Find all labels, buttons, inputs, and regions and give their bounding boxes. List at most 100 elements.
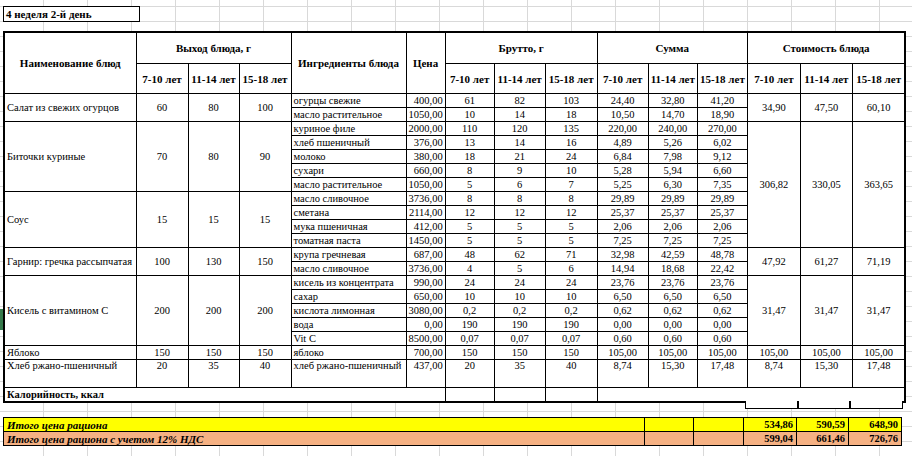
cell-sum-age-2[interactable]: 5,26	[648, 136, 697, 150]
cell-gross-age-3[interactable]: 18	[545, 108, 597, 122]
cell-gross-age-3[interactable]: 8	[545, 192, 597, 206]
cell-gross-age-3[interactable]: 6	[545, 262, 597, 276]
cell-sum-age-2[interactable]: 32,80	[648, 94, 697, 108]
cell-gross-age-3[interactable]: 5	[545, 234, 597, 248]
cell-sum-age-2[interactable]: 7,98	[648, 150, 697, 164]
cell-cost-age-1[interactable]: 306,82	[747, 122, 800, 248]
cell-ingredient[interactable]: кисель из концентрата	[291, 276, 406, 290]
header-gross[interactable]: Брутто, г	[445, 32, 597, 64]
cell-gross-age-2[interactable]: 0,07	[494, 332, 545, 346]
cell-cost-age-2[interactable]: 47,50	[800, 94, 852, 122]
cell-output-age-1[interactable]: 70	[136, 122, 188, 192]
cell-ingredient[interactable]: масло сливочное	[291, 262, 406, 276]
header-gross-age-2[interactable]: 11-14 лет	[494, 64, 545, 94]
empty-cell[interactable]	[645, 432, 694, 446]
header-ingredients[interactable]: Ингредиенты блюда	[291, 32, 406, 94]
cell-gross-age-3[interactable]: 40	[545, 360, 597, 388]
cell-sum-age-1[interactable]: 7,25	[597, 234, 648, 248]
cell-cost-age-2[interactable]: 105,00	[800, 346, 852, 360]
cell-sum-age-2[interactable]: 7,25	[648, 234, 697, 248]
header-output-age-1[interactable]: 7-10 лет	[136, 64, 188, 94]
cell-output-age-1[interactable]: 200	[136, 276, 188, 346]
empty-cell[interactable]	[694, 432, 744, 446]
cell-gross-age-3[interactable]: 7	[545, 178, 597, 192]
cell-sum-age-3[interactable]: 18,90	[697, 108, 747, 122]
cell-gross-age-2[interactable]: 82	[494, 94, 545, 108]
cell-gross-age-3[interactable]: 16	[545, 136, 597, 150]
cell-cost-age-2[interactable]: 31,47	[800, 276, 852, 346]
cell-gross-age-3[interactable]: 71	[545, 248, 597, 262]
total-value-cell[interactable]: 599,04	[744, 432, 797, 446]
cell-cost-age-2[interactable]: 15,30	[800, 360, 852, 388]
cell-gross-age-3[interactable]: 150	[545, 346, 597, 360]
cell-sum-age-2[interactable]: 18,68	[648, 262, 697, 276]
cell-price[interactable]: 380,00	[406, 150, 445, 164]
cell-cost-age-1[interactable]: 8,74	[747, 360, 800, 388]
cell-gross-age-2[interactable]: 35	[494, 360, 545, 388]
cell-sum-age-2[interactable]: 105,00	[648, 346, 697, 360]
total-label-cell[interactable]: Итого цена рациона	[4, 418, 645, 432]
cell-sum-age-2[interactable]: 0,62	[648, 304, 697, 318]
cell-gross-age-2[interactable]: 10	[494, 290, 545, 304]
cell-sum-age-1[interactable]: 5,28	[597, 164, 648, 178]
cell-cost-age-2[interactable]: 61,27	[800, 248, 852, 276]
cell-gross-age-1[interactable]: 20	[445, 360, 494, 388]
cell-gross-age-3[interactable]: 10	[545, 164, 597, 178]
cell-gross-age-2[interactable]: 5	[494, 262, 545, 276]
cell-price[interactable]: 376,00	[406, 136, 445, 150]
cell-sum-age-1[interactable]: 25,37	[597, 206, 648, 220]
cell-sum-age-3[interactable]: 9,12	[697, 150, 747, 164]
total-value-cell[interactable]: 590,59	[797, 418, 849, 432]
cell-sum-age-3[interactable]: 6,60	[697, 164, 747, 178]
empty-cell[interactable]	[597, 388, 905, 403]
cell-gross-age-1[interactable]: 190	[445, 318, 494, 332]
cell-gross-age-2[interactable]: 21	[494, 150, 545, 164]
cell-price[interactable]: 3080,00	[406, 304, 445, 318]
cell-sum-age-2[interactable]: 5,94	[648, 164, 697, 178]
cell-gross-age-3[interactable]: 0,07	[545, 332, 597, 346]
cell-dish[interactable]: Гарнир: гречка рассыпчатая	[4, 248, 136, 276]
cell-gross-age-1[interactable]: 0,07	[445, 332, 494, 346]
cell-gross-age-3[interactable]: 190	[545, 318, 597, 332]
cell-gross-age-3[interactable]: 103	[545, 94, 597, 108]
cell-price[interactable]: 2000,00	[406, 122, 445, 136]
cell-output-age-3[interactable]: 100	[239, 94, 291, 122]
cell-price[interactable]: 2114,00	[406, 206, 445, 220]
cell-sum-age-3[interactable]: 6,02	[697, 136, 747, 150]
cell-sum-age-1[interactable]: 10,50	[597, 108, 648, 122]
cell-gross-age-1[interactable]: 110	[445, 122, 494, 136]
cell-price[interactable]: 700,00	[406, 346, 445, 360]
header-output-age-3[interactable]: 15-18 лет	[239, 64, 291, 94]
cell-cost-age-1[interactable]: 34,90	[747, 94, 800, 122]
empty-cell[interactable]	[494, 388, 545, 403]
cell-sum-age-3[interactable]: 23,76	[697, 276, 747, 290]
cell-gross-age-1[interactable]: 61	[445, 94, 494, 108]
total-value-cell[interactable]: 661,46	[797, 432, 849, 446]
cell-dish[interactable]: Соус	[4, 192, 136, 248]
cell-sum-age-3[interactable]: 22,42	[697, 262, 747, 276]
cell-sum-age-1[interactable]: 2,06	[597, 220, 648, 234]
cell-gross-age-1[interactable]: 8	[445, 164, 494, 178]
cell-ingredient[interactable]: хлеб ржано-пшеничный	[291, 360, 406, 388]
cell-gross-age-2[interactable]: 0,2	[494, 304, 545, 318]
cell-sum-age-1[interactable]: 0,60	[597, 332, 648, 346]
cell-sum-age-2[interactable]: 29,89	[648, 192, 697, 206]
cell-gross-age-2[interactable]: 150	[494, 346, 545, 360]
cell-price[interactable]: 1050,00	[406, 178, 445, 192]
cell-sum-age-3[interactable]: 105,00	[697, 346, 747, 360]
cell-cost-age-3[interactable]: 105,00	[852, 346, 905, 360]
cell-price[interactable]: 3736,00	[406, 262, 445, 276]
cell-gross-age-2[interactable]: 190	[494, 318, 545, 332]
cell-sum-age-2[interactable]: 240,00	[648, 122, 697, 136]
header-dish[interactable]: Наименование блюд	[4, 32, 136, 94]
cell-sum-age-3[interactable]: 48,78	[697, 248, 747, 262]
cell-gross-age-3[interactable]: 10	[545, 290, 597, 304]
title-cell[interactable]: 4 неделя 2-й день	[3, 6, 140, 22]
total-label-cell[interactable]: Итого цена рациона с учетом 12% НДС	[4, 432, 645, 446]
cell-sum-age-1[interactable]: 105,00	[597, 346, 648, 360]
cell-sum-age-1[interactable]: 0,62	[597, 304, 648, 318]
cell-dish[interactable]: Биточки куриные	[4, 122, 136, 192]
cell-sum-age-2[interactable]: 6,30	[648, 178, 697, 192]
cell-output-age-3[interactable]: 150	[239, 248, 291, 276]
cell-gross-age-2[interactable]: 8	[494, 192, 545, 206]
